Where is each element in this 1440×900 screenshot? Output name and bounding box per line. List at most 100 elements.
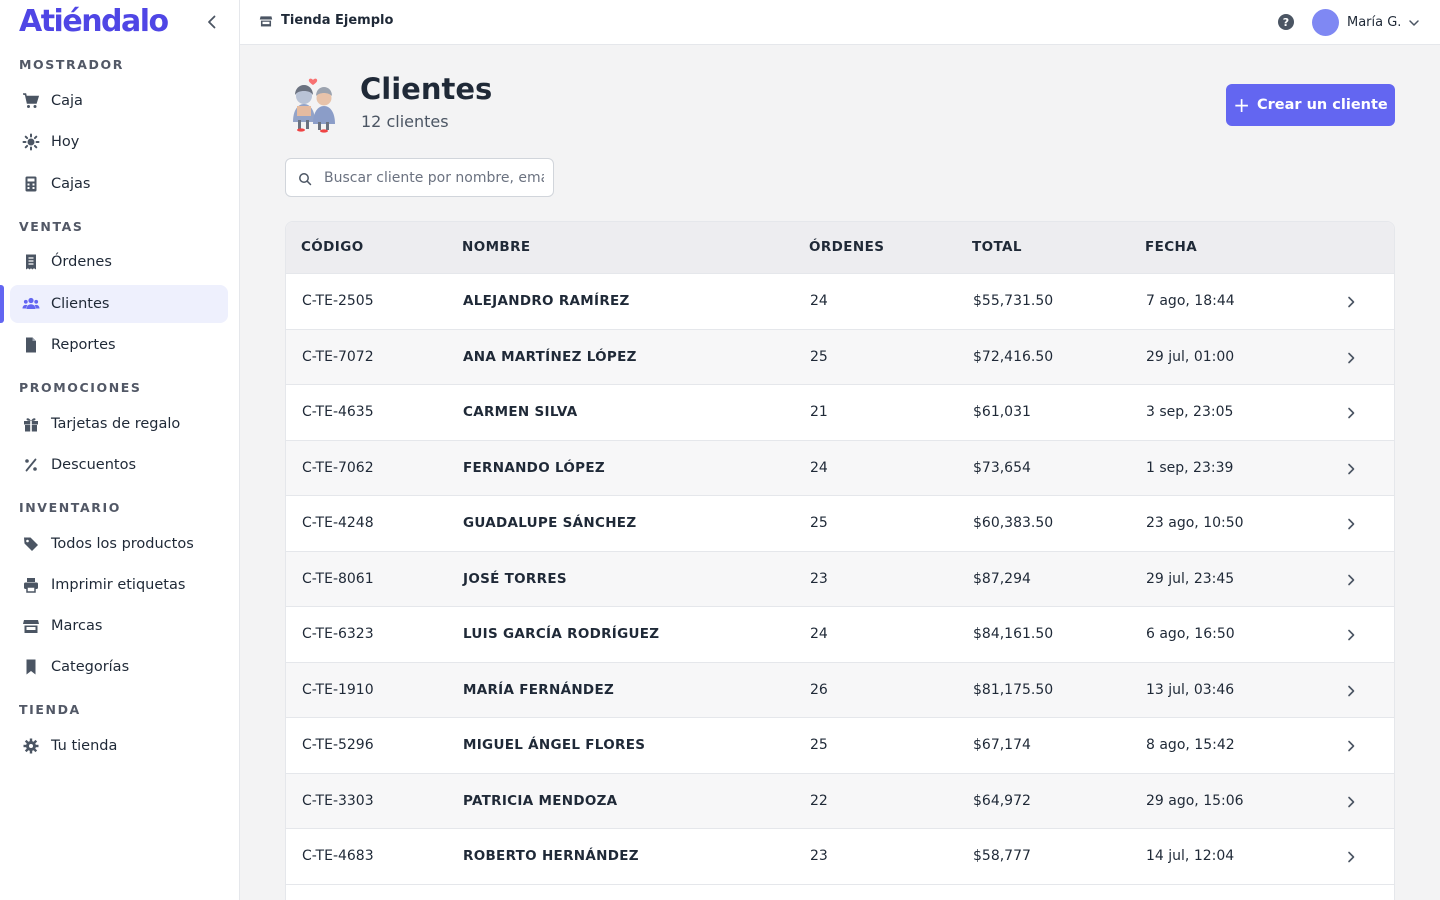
chevron-right-icon[interactable] <box>1344 627 1358 641</box>
sidebar-item-tu-tienda[interactable]: Tu tienda <box>10 727 228 765</box>
store-icon <box>259 14 273 28</box>
table-row[interactable]: C-TE-2505 ALEJANDRO RAMÍREZ 24 $55,731.50 7 … <box>286 274 1394 330</box>
client-count: 12 clientes <box>361 112 449 131</box>
search-box[interactable] <box>285 158 554 197</box>
topbar: Tienda Ejemplo ? María G. <box>240 0 1440 45</box>
cell-code: C-TE-7062 <box>302 459 374 476</box>
table-row[interactable]: C-TE-5296 MIGUEL ÁNGEL FLORES 25 $67,174 8 a… <box>286 718 1394 774</box>
table-row[interactable]: C-TE-6323 LUIS GARCÍA RODRÍGUEZ 24 $84,161.… <box>286 607 1394 663</box>
column-header-codigo[interactable]: CÓDIGO <box>301 239 364 255</box>
cell-date: 29 ago, 15:06 <box>1146 792 1244 809</box>
cell-name: MIGUEL ÁNGEL FLORES <box>463 737 646 753</box>
cell-total: $84,161.50 <box>973 626 1054 642</box>
clients-table: CÓDIGO NOMBRE ÓRDENES TOTAL FECHA C-TE-2… <box>285 221 1395 900</box>
table-row[interactable]: C-TE-7072 ANA MARTÍNEZ LÓPEZ 25 $72,416.50 2… <box>286 329 1394 385</box>
tag-icon <box>22 535 40 553</box>
cell-name: ALEJANDRO RAMÍREZ <box>463 293 630 309</box>
table-row[interactable]: C-TE-4635 CARMEN SILVA 21 $61,031 3 sep, 23:… <box>286 385 1394 441</box>
column-header-total[interactable]: TOTAL <box>972 239 1022 255</box>
cell-orders: 23 <box>810 570 828 587</box>
sidebar-item-cajas[interactable]: Cajas <box>10 165 228 203</box>
search-input[interactable] <box>324 169 544 186</box>
section-label-tienda: TIENDA <box>19 702 81 717</box>
chevron-right-icon[interactable] <box>1344 405 1358 419</box>
table-row[interactable]: C-TE-7062 FERNANDO LÓPEZ 24 $73,654 1 sep, 2… <box>286 440 1394 496</box>
sidebar-item-label: Reportes <box>51 337 116 353</box>
cart-icon <box>22 92 40 110</box>
table-row[interactable]: C-TE-4248 GUADALUPE SÁNCHEZ 25 $60,383.50 23… <box>286 496 1394 552</box>
cell-name: LUIS GARCÍA RODRÍGUEZ <box>463 626 660 642</box>
column-header-fecha[interactable]: FECHA <box>1145 239 1198 255</box>
cell-date: 1 sep, 23:39 <box>1146 459 1234 476</box>
cell-code: C-TE-7072 <box>302 348 374 365</box>
cell-orders: 25 <box>810 737 828 753</box>
table-row[interactable]: C-TE-3303 PATRICIA MENDOZA 22 $64,972 29 ago… <box>286 773 1394 829</box>
sidebar-item-label: Cajas <box>51 176 91 192</box>
cell-total: $55,731.50 <box>973 293 1054 309</box>
cell-total: $72,416.50 <box>973 348 1054 365</box>
cell-code: C-TE-5296 <box>302 737 374 753</box>
store-selector[interactable]: Tienda Ejemplo <box>259 13 393 28</box>
sidebar-item-marcas[interactable]: Marcas <box>10 607 228 645</box>
chevron-right-icon[interactable] <box>1344 461 1358 475</box>
chevron-right-icon[interactable] <box>1344 294 1358 308</box>
create-client-label: Crear un cliente <box>1257 97 1388 113</box>
chevron-right-icon[interactable] <box>1344 794 1358 808</box>
sidebar-item-hoy[interactable]: Hoy <box>10 123 228 161</box>
cell-orders: 24 <box>810 293 828 309</box>
cell-name: ROBERTO HERNÁNDEZ <box>463 848 639 864</box>
section-label-inventario: INVENTARIO <box>19 500 121 515</box>
chevron-right-icon[interactable] <box>1344 738 1358 752</box>
help-button[interactable]: ? <box>1278 14 1294 30</box>
sidebar-item-caja[interactable]: Caja <box>10 82 228 120</box>
sidebar-item-ordenes[interactable]: Órdenes <box>10 243 228 281</box>
sun-icon <box>22 133 40 151</box>
sidebar-item-label: Categorías <box>51 659 130 675</box>
cell-orders: 24 <box>810 459 828 476</box>
active-indicator <box>0 285 4 323</box>
table-row[interactable]: C-TE-8061 JOSÉ TORRES 23 $87,294 29 jul, 23:… <box>286 551 1394 607</box>
sidebar: Atiéndalo MOSTRADOR Caja Hoy Cajas VENTA… <box>0 0 240 900</box>
gear-icon <box>22 737 40 755</box>
table-row[interactable]: C-TE-1910 MARÍA FERNÁNDEZ 26 $81,175.50 13 j… <box>286 662 1394 718</box>
cell-name: JOSÉ TORRES <box>463 570 567 587</box>
table-row[interactable]: C-TE-4683 ROBERTO HERNÁNDEZ 23 $58,777 14 ju… <box>286 829 1394 885</box>
sidebar-item-tarjetas-de-regalo[interactable]: Tarjetas de regalo <box>10 405 228 443</box>
cell-date: 8 ago, 15:42 <box>1146 737 1235 753</box>
chevron-right-icon[interactable] <box>1344 350 1358 364</box>
cell-name: ANA MARTÍNEZ LÓPEZ <box>463 348 637 365</box>
column-header-nombre[interactable]: NOMBRE <box>462 239 531 255</box>
cell-code: C-TE-6323 <box>302 626 374 642</box>
cell-orders: 24 <box>810 626 828 642</box>
sidebar-item-descuentos[interactable]: Descuentos <box>10 446 228 484</box>
cell-name: MARÍA FERNÁNDEZ <box>463 681 615 698</box>
user-menu[interactable]: María G. <box>1312 9 1421 36</box>
sidebar-item-imprimir-etiquetas[interactable]: Imprimir etiquetas <box>10 566 228 604</box>
cell-date: 29 jul, 23:45 <box>1146 570 1235 587</box>
brand-logo[interactable]: Atiéndalo <box>19 4 169 39</box>
bookmark-icon <box>22 658 40 676</box>
sidebar-item-todos-los-productos[interactable]: Todos los productos <box>10 525 228 563</box>
sidebar-item-categorias[interactable]: Categorías <box>10 648 228 686</box>
cell-code: C-TE-8061 <box>302 570 374 587</box>
user-name: María G. <box>1347 15 1402 30</box>
cell-date: 14 jul, 12:04 <box>1146 848 1235 864</box>
chevron-right-icon[interactable] <box>1344 516 1358 530</box>
cell-total: $64,972 <box>973 792 1031 809</box>
column-header-ordenes[interactable]: ÓRDENES <box>809 239 885 255</box>
cell-name: GUADALUPE SÁNCHEZ <box>463 515 637 531</box>
sidebar-item-label: Imprimir etiquetas <box>51 577 186 593</box>
chevron-right-icon[interactable] <box>1344 572 1358 586</box>
cell-total: $61,031 <box>973 404 1031 420</box>
cell-code: C-TE-3303 <box>302 792 374 809</box>
percent-icon <box>22 456 40 474</box>
chevron-right-icon[interactable] <box>1344 683 1358 697</box>
cell-total: $81,175.50 <box>973 681 1054 698</box>
create-client-button[interactable]: + Crear un cliente <box>1226 84 1395 126</box>
sidebar-item-reportes[interactable]: Reportes <box>10 326 228 364</box>
sidebar-item-clientes[interactable]: Clientes <box>10 285 228 323</box>
collapse-sidebar-button[interactable] <box>202 12 222 32</box>
cell-date: 23 ago, 10:50 <box>1146 515 1244 531</box>
chevron-right-icon[interactable] <box>1344 849 1358 863</box>
cell-date: 7 ago, 18:44 <box>1146 293 1235 309</box>
